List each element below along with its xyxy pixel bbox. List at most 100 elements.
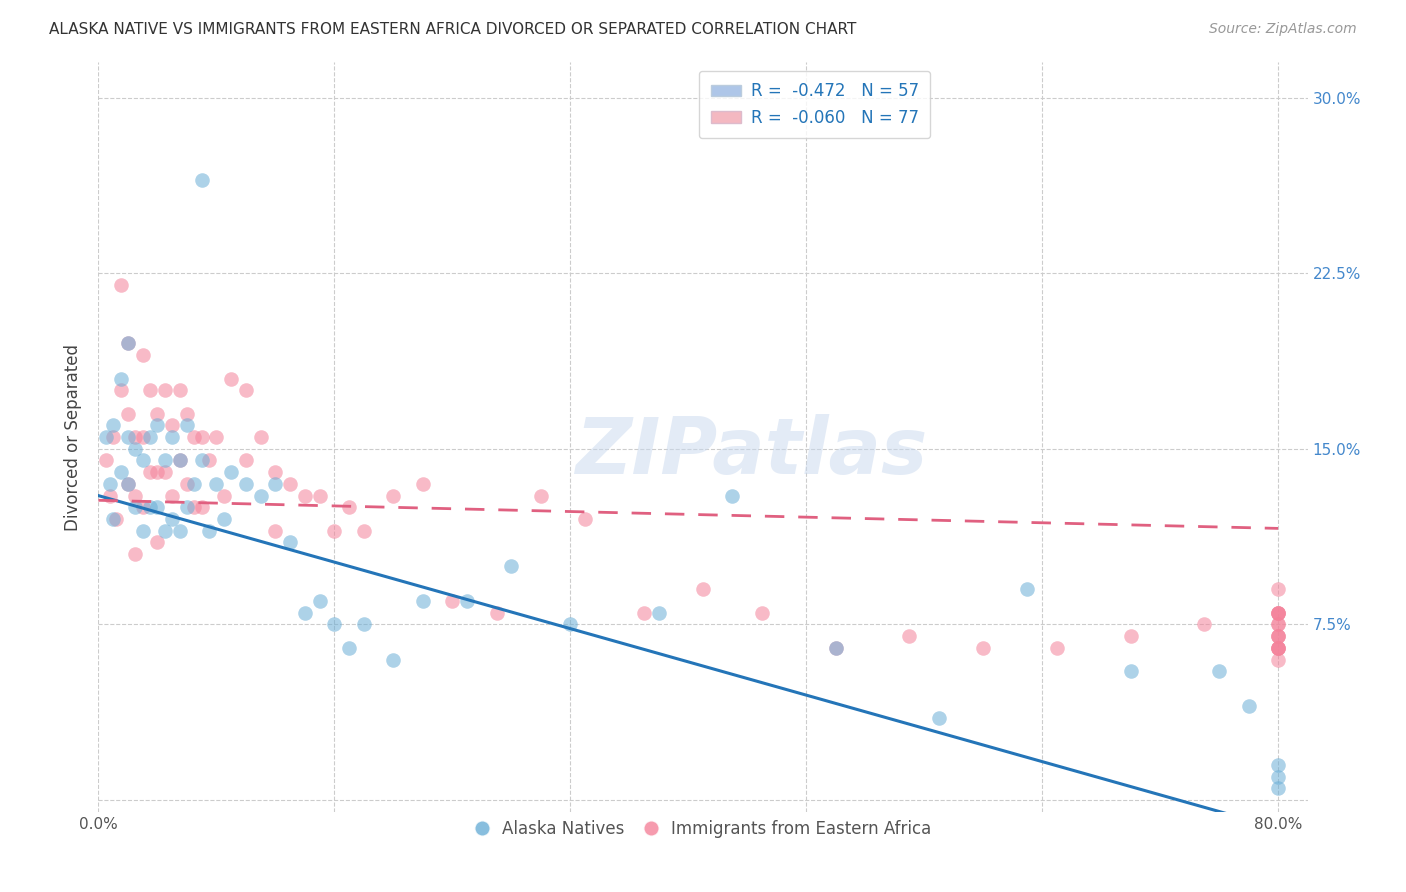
Point <box>824 640 846 655</box>
Point <box>278 535 301 549</box>
Point <box>198 453 221 467</box>
Point <box>124 489 146 503</box>
Point <box>249 489 271 503</box>
Point <box>633 606 655 620</box>
Point <box>1267 781 1289 796</box>
Point <box>101 430 124 444</box>
Point <box>98 489 121 503</box>
Point <box>117 476 139 491</box>
Point <box>153 465 176 479</box>
Point <box>124 430 146 444</box>
Point <box>264 465 287 479</box>
Point <box>412 594 434 608</box>
Point <box>1267 617 1289 632</box>
Point <box>219 465 242 479</box>
Point <box>353 617 375 632</box>
Point <box>117 430 139 444</box>
Point <box>176 476 198 491</box>
Point <box>751 606 773 620</box>
Point <box>176 418 198 433</box>
Point <box>160 430 183 444</box>
Point <box>146 535 169 549</box>
Point <box>131 500 153 515</box>
Point <box>124 500 146 515</box>
Point <box>160 489 183 503</box>
Point <box>110 465 132 479</box>
Point <box>1237 699 1260 714</box>
Point <box>485 606 508 620</box>
Point <box>131 430 153 444</box>
Point <box>160 512 183 526</box>
Point <box>131 453 153 467</box>
Point <box>1267 758 1289 772</box>
Point <box>235 384 257 398</box>
Point <box>898 629 921 643</box>
Point <box>1267 617 1289 632</box>
Point <box>212 512 235 526</box>
Point <box>139 384 162 398</box>
Point <box>117 336 139 351</box>
Point <box>160 418 183 433</box>
Point <box>1046 640 1069 655</box>
Point <box>353 524 375 538</box>
Point <box>146 465 169 479</box>
Point <box>308 594 330 608</box>
Point <box>139 430 162 444</box>
Point <box>183 430 205 444</box>
Point <box>190 453 212 467</box>
Point <box>117 407 139 421</box>
Point <box>146 500 169 515</box>
Point <box>337 640 360 655</box>
Point <box>98 476 121 491</box>
Point <box>110 371 132 385</box>
Point <box>1194 617 1216 632</box>
Point <box>294 606 316 620</box>
Point <box>264 476 287 491</box>
Point <box>169 384 191 398</box>
Point <box>441 594 464 608</box>
Point <box>139 500 162 515</box>
Point <box>169 453 191 467</box>
Point <box>323 524 346 538</box>
Point <box>501 558 523 573</box>
Point <box>169 524 191 538</box>
Point <box>124 442 146 456</box>
Point <box>117 336 139 351</box>
Point <box>94 453 117 467</box>
Point <box>560 617 582 632</box>
Point <box>1267 640 1289 655</box>
Point <box>146 418 169 433</box>
Point <box>153 453 176 467</box>
Point <box>1267 606 1289 620</box>
Point <box>1267 606 1289 620</box>
Point <box>382 652 405 666</box>
Point <box>110 277 132 292</box>
Point <box>190 172 212 186</box>
Point <box>105 512 128 526</box>
Point <box>169 453 191 467</box>
Point <box>648 606 671 620</box>
Point <box>1267 606 1289 620</box>
Point <box>124 547 146 561</box>
Point <box>94 430 117 444</box>
Point <box>101 418 124 433</box>
Text: ZIPatlas: ZIPatlas <box>575 414 928 490</box>
Point <box>412 476 434 491</box>
Legend: Alaska Natives, Immigrants from Eastern Africa: Alaska Natives, Immigrants from Eastern … <box>468 814 938 845</box>
Point <box>117 476 139 491</box>
Point <box>235 453 257 467</box>
Point <box>721 489 744 503</box>
Point <box>153 524 176 538</box>
Point <box>205 476 228 491</box>
Point <box>101 512 124 526</box>
Point <box>824 640 846 655</box>
Text: ALASKA NATIVE VS IMMIGRANTS FROM EASTERN AFRICA DIVORCED OR SEPARATED CORRELATIO: ALASKA NATIVE VS IMMIGRANTS FROM EASTERN… <box>49 22 856 37</box>
Point <box>1267 640 1289 655</box>
Point <box>212 489 235 503</box>
Point <box>278 476 301 491</box>
Point <box>176 407 198 421</box>
Point <box>1267 629 1289 643</box>
Point <box>183 476 205 491</box>
Point <box>1267 629 1289 643</box>
Point <box>190 500 212 515</box>
